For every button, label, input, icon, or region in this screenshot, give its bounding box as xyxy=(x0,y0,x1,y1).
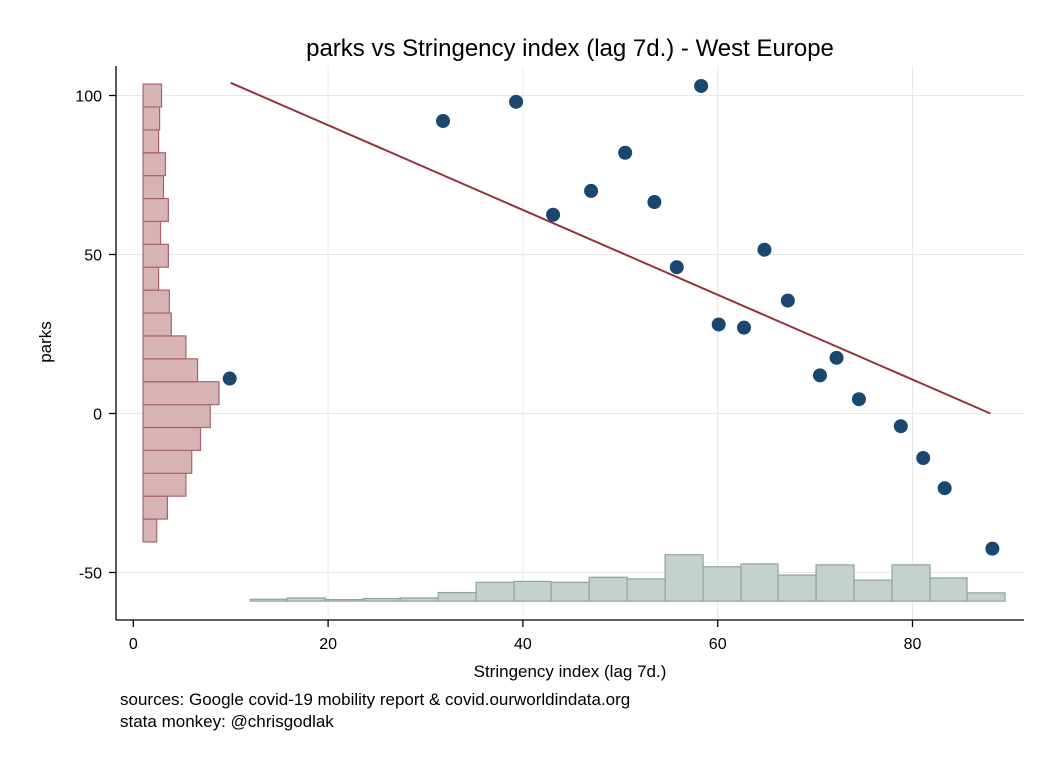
data-point xyxy=(222,371,237,386)
y-histogram-bar xyxy=(142,197,169,223)
y-histogram-bar xyxy=(142,289,170,314)
data-point xyxy=(736,320,751,335)
x-histogram-bar xyxy=(966,592,1006,602)
y-histogram-bar xyxy=(142,381,220,406)
x-tick-label: 0 xyxy=(129,636,138,653)
y-tick-label: 50 xyxy=(84,248,102,265)
y-histogram-bar xyxy=(142,129,160,154)
y-ticks: -50 0 50 100 xyxy=(75,89,116,583)
x-histogram-bar xyxy=(324,598,364,602)
x-ticks: 0 20 40 60 80 xyxy=(129,620,922,653)
y-histogram-bar xyxy=(142,106,161,131)
data-point xyxy=(711,317,726,332)
x-histogram-bar xyxy=(286,597,326,602)
y-tick-label: -50 xyxy=(79,566,102,583)
x-histogram-bar xyxy=(249,598,288,602)
x-histogram-bar xyxy=(399,597,439,602)
data-point xyxy=(757,242,772,257)
x-histogram-bar xyxy=(740,563,779,602)
y-histogram-bar xyxy=(142,243,169,268)
y-histogram-bar xyxy=(142,335,187,360)
data-point xyxy=(851,392,866,407)
y-histogram-bar xyxy=(142,312,172,337)
x-histogram-bar xyxy=(777,574,817,602)
data-point xyxy=(829,350,844,365)
x-histogram-bar xyxy=(853,579,893,602)
y-histogram-bar xyxy=(142,518,158,543)
data-point xyxy=(618,145,633,160)
x-histogram-bar xyxy=(664,554,704,602)
data-point xyxy=(780,293,795,308)
grid-lines xyxy=(116,66,1024,620)
y-histogram-bar xyxy=(142,358,199,383)
data-point xyxy=(812,368,827,383)
y-histogram-bar xyxy=(142,449,193,474)
y-histogram-bar xyxy=(142,403,211,429)
x-histogram-bar xyxy=(437,591,477,602)
x-tick-label: 20 xyxy=(319,636,337,653)
x-histogram-bar xyxy=(588,576,628,602)
y-histogram-bar xyxy=(142,266,160,291)
x-histogram-bar xyxy=(475,581,515,602)
sources-note: sources: Google covid-19 mobility report… xyxy=(120,690,631,709)
y-histogram-bar xyxy=(142,472,187,497)
data-points xyxy=(222,78,1000,556)
x-histogram-bar xyxy=(891,564,931,602)
x-axis-label: Stringency index (lag 7d.) xyxy=(474,662,667,681)
x-histogram-bar xyxy=(550,581,590,602)
fit-line-group xyxy=(230,81,991,415)
data-point xyxy=(937,481,952,496)
x-histogram-bar xyxy=(362,597,401,602)
data-point xyxy=(893,419,908,434)
x-histogram xyxy=(249,554,1006,602)
y-histogram-bar xyxy=(142,426,202,451)
y-tick-label: 0 xyxy=(93,407,102,424)
data-point xyxy=(916,451,931,466)
y-histogram-bar xyxy=(142,495,168,520)
y-histogram xyxy=(142,83,220,543)
author-note: stata monkey: @chrisgodlak xyxy=(120,712,334,731)
data-point xyxy=(647,195,662,210)
y-tick-label: 100 xyxy=(75,89,102,106)
y-histogram-bar xyxy=(142,83,163,108)
x-histogram-bar xyxy=(626,578,666,602)
x-tick-label: 60 xyxy=(709,636,727,653)
data-point xyxy=(436,113,451,128)
data-point xyxy=(985,541,1000,556)
y-axis-label: parks xyxy=(36,321,55,363)
axes xyxy=(115,66,1024,621)
data-point xyxy=(694,78,709,93)
data-point xyxy=(546,207,561,222)
data-point xyxy=(669,260,684,275)
data-point xyxy=(584,183,599,198)
chart-title: parks vs Stringency index (lag 7d.) - We… xyxy=(306,35,834,62)
x-histogram-bar xyxy=(815,564,855,602)
x-histogram-bar xyxy=(929,577,968,602)
x-tick-label: 80 xyxy=(904,636,922,653)
y-histogram-bar xyxy=(142,220,162,245)
x-histogram-bar xyxy=(702,566,742,602)
x-histogram-bar xyxy=(513,580,552,602)
x-tick-label: 40 xyxy=(514,636,532,653)
y-histogram-bar xyxy=(142,152,167,177)
fit-line xyxy=(230,81,991,415)
y-histogram-bar xyxy=(142,175,165,200)
data-point xyxy=(509,94,524,109)
